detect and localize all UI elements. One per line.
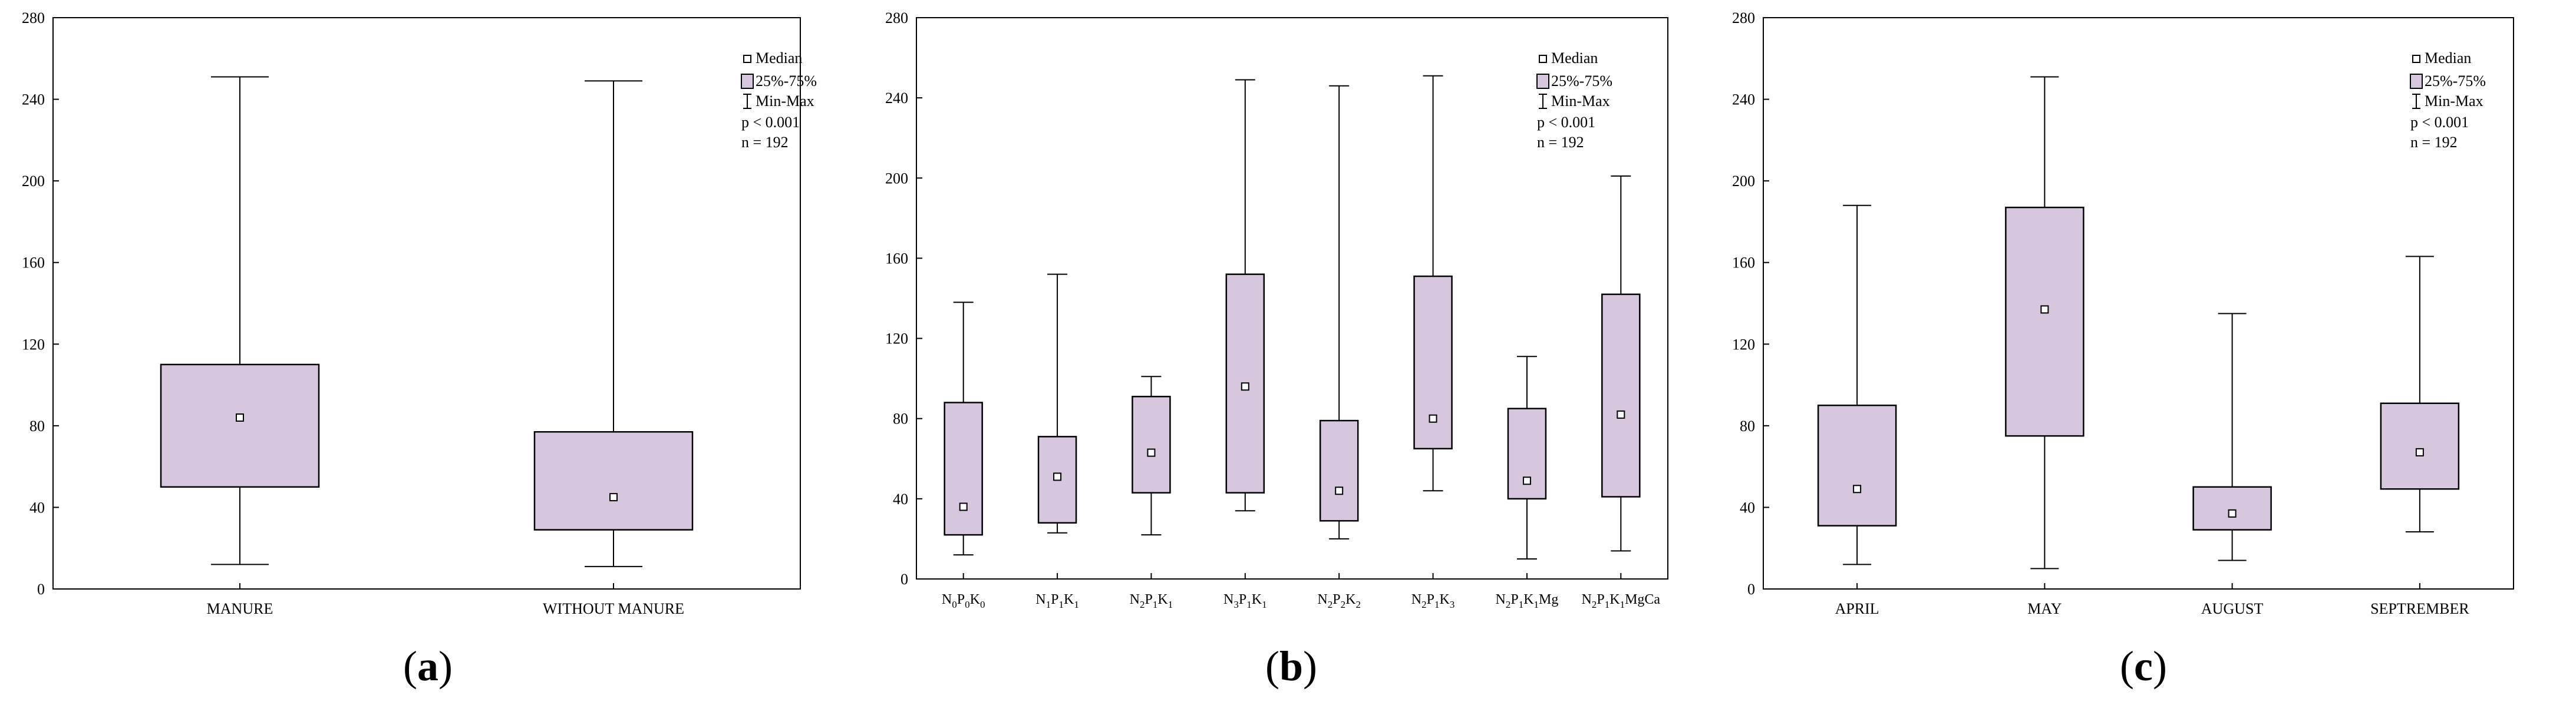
x-tick-label: WITHOUT MANURE — [543, 600, 684, 617]
y-tick-label: 280 — [885, 9, 908, 27]
iqr-box — [1601, 293, 1641, 498]
plot-frame — [916, 17, 1668, 580]
legend-n-value: n = 192 — [2410, 134, 2458, 151]
median-marker — [1147, 448, 1156, 457]
legend-median-label: Median — [1551, 49, 1598, 67]
y-tick-label: 40 — [1740, 499, 1755, 516]
panel-b: 0 40 80 120 160 200 240 280 N0P0K0 N1P1K1 N2P1K1 N3… — [885, 9, 1668, 690]
median-marker — [609, 493, 618, 502]
y-tick-label: 40 — [29, 499, 45, 516]
iqr-box — [2380, 402, 2460, 490]
x-tick-label: N2P2K2 — [1317, 592, 1361, 610]
median-marker — [2415, 448, 2424, 456]
panel-c: 0 40 80 120 160 200 240 280 APRIL MAY AUGUST SEPTRE… — [1732, 9, 2514, 690]
median-marker — [2228, 509, 2237, 518]
x-tick-label: MANURE — [207, 600, 273, 617]
y-tick-label: 120 — [22, 336, 45, 353]
panel-label: (b) — [1265, 643, 1317, 690]
iqr-box — [160, 363, 320, 488]
y-tick-label: 160 — [22, 254, 45, 272]
panel-a: 0 40 80 120 160 200 240 280 MANURE WITHOUT MANURE… — [22, 9, 817, 690]
iqr-box — [533, 431, 694, 531]
x-tick-label: N2P1K1Mg — [1495, 592, 1558, 610]
x-tick-label: SEPTREMBER — [2370, 600, 2469, 617]
y-tick-label: 200 — [22, 173, 45, 190]
y-tick-label: 280 — [22, 9, 45, 27]
legend-iqr-swatch — [741, 74, 754, 89]
legend-median-marker — [2412, 55, 2420, 63]
x-tick-label: N1P1K1 — [1035, 592, 1079, 610]
y-tick-label: 80 — [1740, 418, 1755, 435]
y-tick-label: 240 — [22, 91, 45, 108]
y-tick-label: 80 — [29, 418, 45, 435]
y-tick-label: 160 — [885, 250, 908, 267]
y-tick-label: 0 — [37, 581, 45, 598]
y-tick-label: 160 — [1732, 254, 1755, 272]
median-marker — [1617, 410, 1625, 419]
legend-iqr-swatch — [2410, 74, 2423, 89]
median-marker — [1241, 382, 1249, 391]
y-tick-label: 240 — [885, 90, 908, 107]
y-tick-label: 0 — [901, 571, 908, 588]
y-tick-label: 280 — [1732, 9, 1755, 27]
x-tick-label: AUGUST — [2201, 600, 2264, 617]
median-marker — [1522, 476, 1531, 485]
legend-p-value: p < 0.001 — [2410, 114, 2469, 131]
legend-n-value: n = 192 — [741, 134, 789, 151]
median-marker — [1429, 414, 1437, 423]
iqr-box — [1319, 419, 1359, 522]
y-tick-label: 240 — [1732, 91, 1755, 108]
iqr-box — [944, 402, 983, 536]
legend-p-value: p < 0.001 — [1537, 114, 1595, 131]
legend-iqr-label: 25%-75% — [1551, 72, 1612, 90]
median-marker — [2040, 305, 2049, 314]
median-marker — [1335, 486, 1344, 495]
plot-frame — [52, 17, 801, 590]
legend-median-label: Median — [2425, 49, 2471, 67]
y-tick-label: 120 — [885, 330, 908, 347]
median-marker — [1053, 472, 1062, 481]
iqr-box — [1132, 396, 1171, 494]
y-tick-label: 0 — [1747, 581, 1755, 598]
panel-label: (c) — [2120, 643, 2167, 690]
x-tick-label: MAY — [2027, 600, 2062, 617]
legend-iqr-label: 25%-75% — [2425, 72, 2486, 90]
median-marker — [236, 413, 244, 422]
iqr-box — [2005, 206, 2084, 437]
legend: Median 25%-75% Min-Max p < 0.001 n = 192 — [2410, 49, 2486, 151]
y-tick-label: 120 — [1732, 336, 1755, 353]
legend-p-value: p < 0.001 — [741, 114, 800, 131]
legend-median-marker — [1539, 55, 1547, 63]
iqr-box — [2192, 486, 2272, 531]
legend-iqr-swatch — [1536, 74, 1549, 89]
median-marker — [959, 502, 968, 511]
x-tick-label: N3P1K1 — [1223, 592, 1267, 610]
legend: Median 25%-75% Min-Max p < 0.001 n = 192 — [741, 49, 817, 151]
iqr-box — [1413, 275, 1453, 450]
legend-range-label: Min-Max — [756, 92, 814, 110]
legend-iqr-label: 25%-75% — [756, 72, 817, 90]
y-tick-label: 200 — [885, 170, 908, 187]
y-tick-label: 200 — [1732, 173, 1755, 190]
x-tick-label: N2P1K3 — [1411, 592, 1455, 610]
legend-median-label: Median — [756, 49, 802, 67]
y-tick-label: 80 — [893, 411, 908, 428]
legend-range-label: Min-Max — [1551, 92, 1610, 110]
legend-range-label: Min-Max — [2425, 92, 2483, 110]
median-marker — [1853, 485, 1862, 494]
iqr-box — [1817, 404, 1897, 527]
x-tick-label: N0P0K0 — [942, 592, 985, 610]
x-tick-label: APRIL — [1835, 600, 1879, 617]
legend-n-value: n = 192 — [1537, 134, 1584, 151]
panel-label: (a) — [403, 643, 453, 690]
legend: Median 25%-75% Min-Max p < 0.001 n = 192 — [1536, 49, 1612, 151]
plot-frame — [1763, 17, 2514, 590]
iqr-box — [1507, 408, 1547, 500]
x-tick-label: N2P1K1 — [1130, 592, 1173, 610]
x-tick-label: N2P1K1MgCa — [1582, 592, 1661, 610]
legend-median-marker — [743, 55, 751, 63]
y-tick-label: 40 — [893, 491, 908, 508]
